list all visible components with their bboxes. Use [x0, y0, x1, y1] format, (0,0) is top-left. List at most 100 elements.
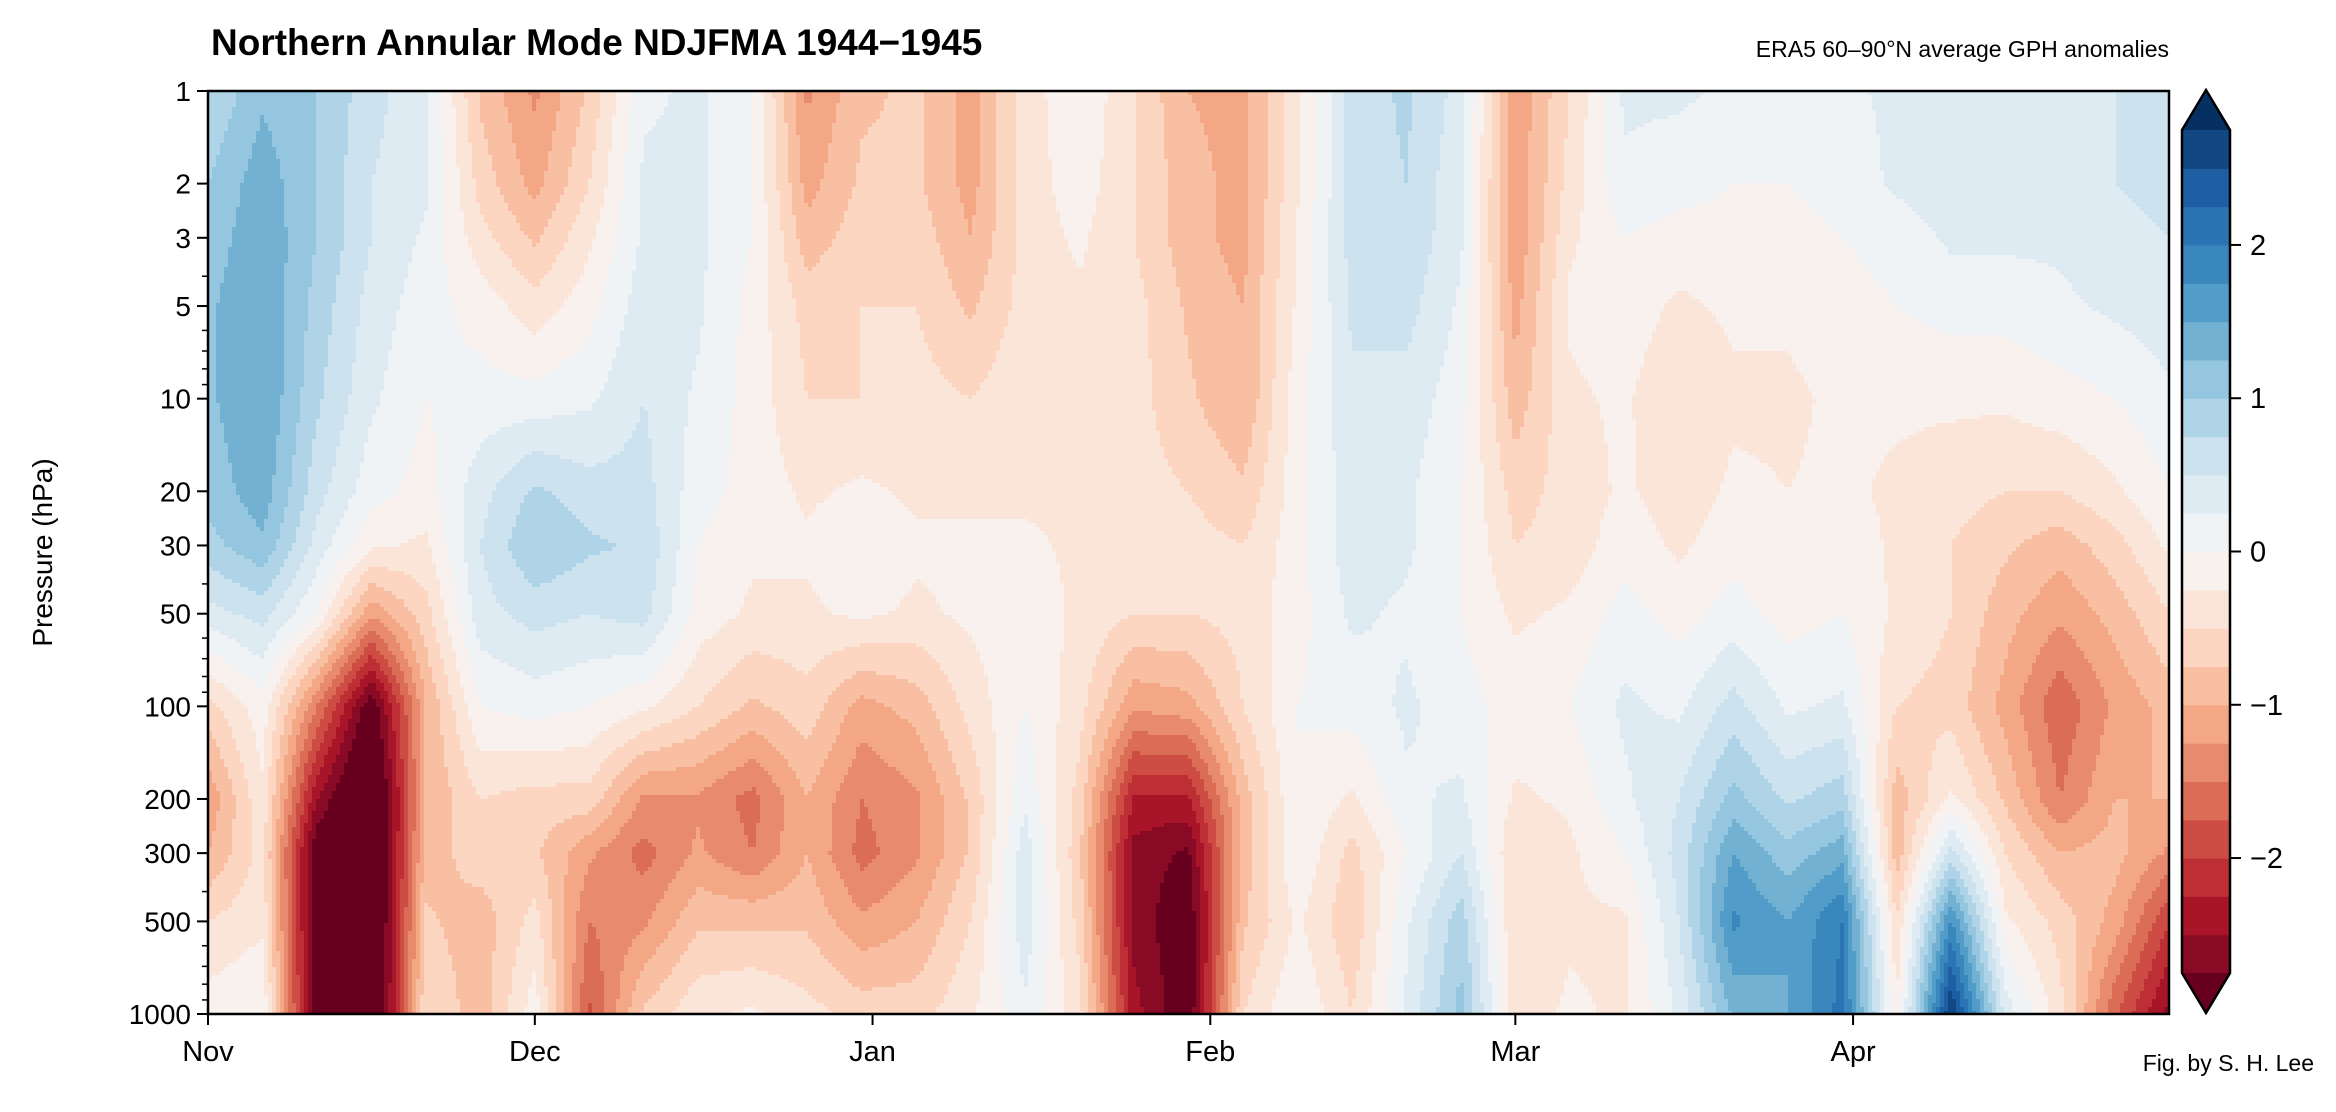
- contour-cell: [1436, 179, 1465, 184]
- contour-cell: [1288, 423, 1309, 428]
- contour-cell: [1880, 515, 1973, 520]
- contour-cell: [1492, 147, 1501, 152]
- contour-cell: [1588, 111, 1605, 116]
- contour-cell: [1532, 107, 1549, 112]
- contour-cell: [216, 371, 285, 376]
- contour-cell: [924, 99, 957, 104]
- contour-cell: [1480, 399, 1493, 404]
- contour-cell: [1468, 331, 1481, 336]
- contour-cell: [768, 235, 785, 240]
- contour-cell: [1444, 107, 1465, 112]
- contour-cell: [804, 359, 861, 364]
- contour-cell: [600, 215, 621, 220]
- contour-cell: [996, 203, 1017, 208]
- contour-cell: [848, 203, 929, 208]
- contour-cell: [1396, 115, 1413, 120]
- contour-cell: [1472, 187, 1481, 192]
- contour-cell: [1536, 343, 1553, 348]
- contour-cell: [784, 259, 805, 264]
- contour-cell: [608, 171, 625, 176]
- contour-cell: [488, 151, 517, 156]
- contour-cell: [800, 335, 861, 340]
- contour-cell: [1152, 407, 1205, 412]
- contour-cell: [480, 115, 509, 120]
- contour-cell: [752, 187, 765, 192]
- contour-cell: [1296, 219, 1313, 224]
- contour-cell: [464, 507, 489, 512]
- contour-cell: [2156, 223, 2170, 228]
- contour-cell: [1988, 499, 2077, 504]
- contour-cell: [1496, 403, 1509, 408]
- contour-cell: [800, 507, 817, 512]
- contour-cell: [2068, 371, 2169, 376]
- contour-cell: [1280, 207, 1297, 212]
- contour-cell: [1416, 527, 1461, 532]
- contour-cell: [1584, 375, 1641, 380]
- contour-cell: [1488, 215, 1501, 220]
- contour-cell: [752, 107, 765, 112]
- contour-cell: [784, 107, 797, 112]
- contour-cell: [444, 219, 465, 224]
- contour-cell: [788, 175, 801, 180]
- contour-cell: [1252, 423, 1273, 428]
- contour-cell: [1400, 135, 1409, 140]
- contour-cell: [1464, 463, 1485, 468]
- contour-cell: [1332, 379, 1441, 384]
- contour-cell: [460, 187, 477, 192]
- contour-cell: [1512, 295, 1525, 300]
- contour-cell: [704, 315, 741, 320]
- contour-cell: [300, 399, 321, 404]
- contour-cell: [1400, 139, 1409, 144]
- contour-cell: [2048, 263, 2170, 268]
- contour-cell: [604, 283, 633, 288]
- contour-cell: [408, 463, 437, 468]
- contour-cell: [612, 135, 629, 140]
- contour-cell: [616, 243, 641, 248]
- contour-cell: [412, 455, 437, 460]
- contour-cell: [884, 99, 925, 104]
- contour-cell: [924, 115, 957, 120]
- contour-cell: [1636, 467, 1729, 472]
- contour-cell: [1508, 503, 1541, 508]
- contour-cell: [236, 95, 317, 100]
- contour-cell: [724, 491, 797, 496]
- contour-cell: [1332, 183, 1345, 188]
- contour-cell: [1168, 183, 1217, 188]
- contour-cell: [1492, 279, 1501, 284]
- contour-cell: [1284, 139, 1301, 144]
- contour-cell: [1568, 303, 1665, 308]
- contour-cell: [1332, 131, 1345, 136]
- contour-cell: [764, 155, 777, 160]
- contour-cell: [1196, 391, 1261, 396]
- contour-cell: [288, 231, 317, 236]
- contour-cell: [228, 447, 277, 452]
- contour-cell: [920, 319, 1009, 324]
- contour-cell: [948, 379, 985, 384]
- contour-cell: [1188, 91, 1249, 96]
- contour-cell: [1160, 91, 1189, 96]
- contour-cell: [1528, 235, 1545, 240]
- contour-cell: [956, 107, 981, 112]
- contour-cell: [1464, 179, 1473, 184]
- contour-cell: [1212, 163, 1249, 168]
- contour-cell: [568, 179, 589, 184]
- contour-cell: [996, 171, 1017, 176]
- contour-cell: [1008, 315, 1149, 320]
- contour-cell: [1332, 323, 1349, 328]
- contour-cell: [344, 247, 369, 252]
- contour-cell: [660, 527, 681, 532]
- contour-cell: [1540, 259, 1557, 264]
- contour-cell: [1216, 239, 1249, 244]
- contour-cell: [1344, 223, 1437, 228]
- contour-cell: [1588, 107, 1605, 112]
- contour-cell: [380, 155, 429, 160]
- contour-cell: [2160, 227, 2170, 232]
- contour-cell: [284, 299, 309, 304]
- contour-cell: [216, 319, 285, 324]
- contour-cell: [956, 147, 981, 152]
- contour-cell: [1600, 527, 1657, 532]
- contour-cell: [284, 391, 301, 396]
- contour-cell: [208, 475, 233, 480]
- contour-cell: [568, 231, 597, 236]
- contour-cell: [1876, 123, 2117, 128]
